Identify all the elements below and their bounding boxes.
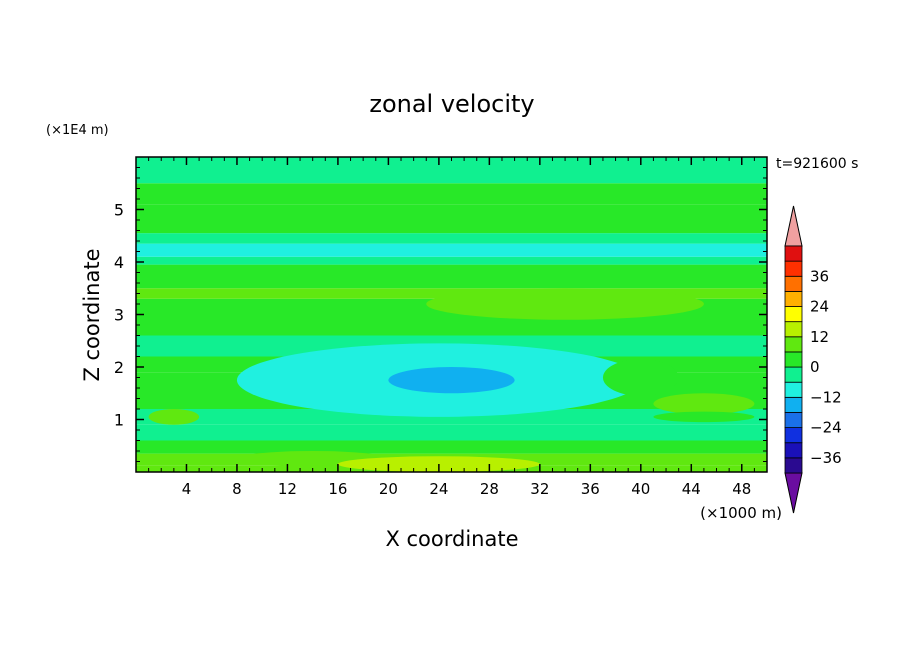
- y-tick-label: 3: [114, 306, 124, 325]
- colorbar-max-arrow: [784, 205, 803, 247]
- contour-region: [653, 411, 755, 423]
- contour-band: [136, 440, 767, 454]
- x-tick-label: 36: [581, 480, 600, 498]
- contour-region: [426, 288, 704, 320]
- x-tick-label: 48: [732, 480, 751, 498]
- colorbar-label: −24: [810, 419, 842, 437]
- colorbar-label: −36: [810, 449, 842, 467]
- colorbar-segment: [784, 260, 803, 277]
- contour-region: [148, 409, 200, 425]
- chart-title: zonal velocity: [369, 90, 534, 118]
- colorbar-label: 0: [810, 358, 820, 376]
- colorbar: 36 24 12 0 −12 −24 −36: [784, 205, 842, 514]
- colorbar-segment: [784, 396, 803, 413]
- colorbar-segment: [784, 245, 803, 262]
- colorbar-label: 36: [810, 267, 829, 285]
- contour-band: [136, 288, 767, 299]
- x-unit-label: (×1000 m): [700, 504, 782, 522]
- x-tick-label: 32: [530, 480, 549, 498]
- colorbar-segment: [784, 381, 803, 398]
- y-tick-label: 2: [114, 358, 124, 377]
- contour-band: [136, 325, 767, 336]
- contour-field: [136, 157, 767, 472]
- colorbar-segment: [784, 336, 803, 353]
- x-tick-label: 8: [232, 480, 242, 498]
- x-axis: 4 8 12 16 20 24 28 32 36 40 44 48: [148, 157, 755, 498]
- colorbar-segment: [784, 412, 803, 429]
- y-axis-label: Z coordinate: [80, 248, 104, 381]
- y-axis: 1 2 3 4 5: [114, 167, 767, 462]
- x-tick-label: 28: [480, 480, 499, 498]
- x-tick-label: 40: [631, 480, 650, 498]
- x-tick-label: 12: [278, 480, 297, 498]
- contour-band: [136, 183, 767, 205]
- colorbar-segment: [784, 275, 803, 292]
- x-tick-label: 4: [182, 480, 192, 498]
- x-tick-label: 44: [682, 480, 701, 498]
- contour-region: [653, 393, 755, 415]
- x-tick-label: 16: [328, 480, 347, 498]
- colorbar-segment: [784, 351, 803, 368]
- contour-band: [136, 409, 767, 425]
- contour-band: [136, 233, 767, 244]
- y-tick-label: 1: [114, 411, 124, 430]
- contour-region: [388, 367, 515, 394]
- contour-band: [136, 424, 767, 441]
- colorbar-min-arrow: [784, 472, 803, 514]
- contour-band: [136, 204, 767, 234]
- x-tick-label: 20: [379, 480, 398, 498]
- x-axis-label: X coordinate: [385, 527, 518, 551]
- colorbar-segment: [784, 427, 803, 444]
- contour-band: [136, 157, 767, 184]
- colorbar-label: 24: [810, 298, 829, 316]
- colorbar-segment: [784, 321, 803, 338]
- colorbar-segment: [784, 457, 803, 474]
- colorbar-segment: [784, 366, 803, 383]
- contour-band: [136, 243, 767, 257]
- x-tick-label: 24: [429, 480, 448, 498]
- colorbar-label: 12: [810, 328, 829, 346]
- colorbar-segment: [784, 306, 803, 323]
- contour-band: [136, 256, 767, 265]
- y-unit-label: (×1E4 m): [46, 123, 109, 138]
- contour-band: [136, 264, 767, 273]
- y-tick-label: 5: [114, 201, 124, 220]
- contour-band: [136, 272, 767, 289]
- colorbar-label: −12: [810, 388, 842, 406]
- y-tick-label: 4: [114, 253, 124, 272]
- colorbar-segment: [784, 442, 803, 459]
- colorbar-segment: [784, 290, 803, 307]
- time-label: t=921600 s: [776, 156, 858, 172]
- contour-region: [602, 359, 679, 396]
